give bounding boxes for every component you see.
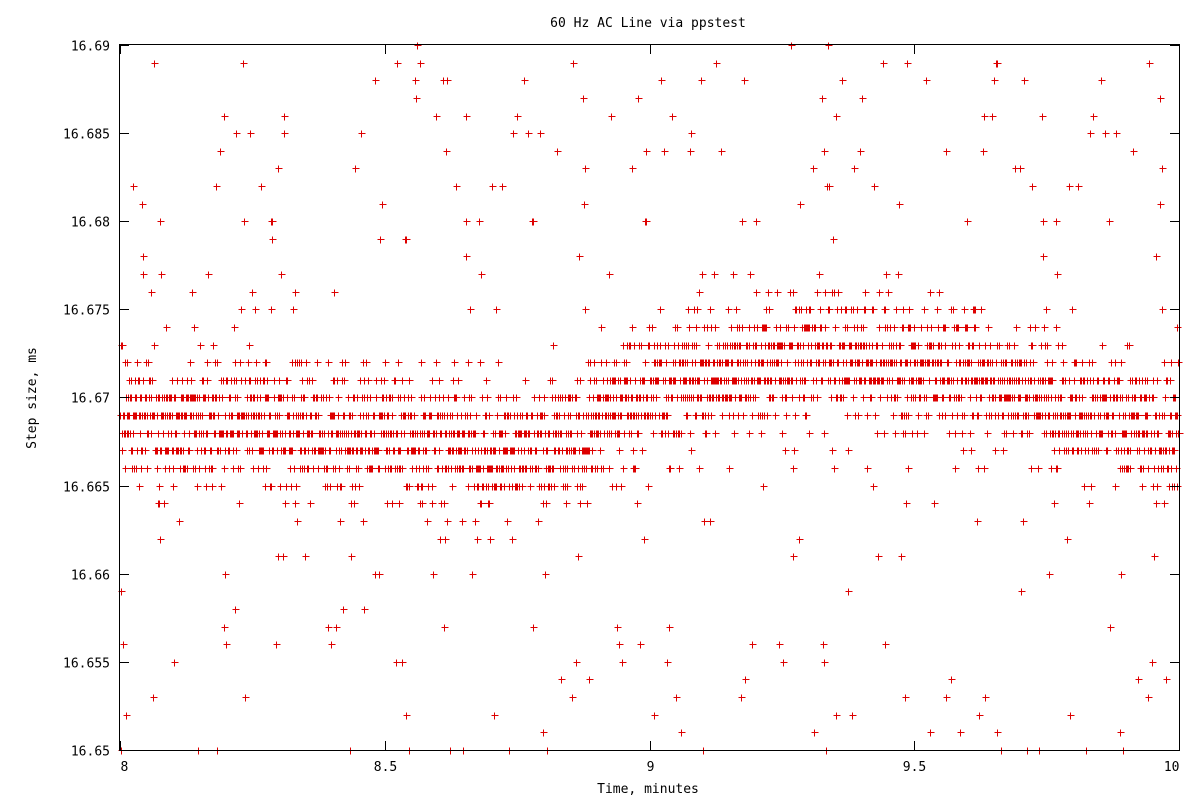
y-tick-label: 16.69 — [71, 40, 110, 55]
x-axis-label: Time, minutes — [597, 782, 699, 797]
plot-frame — [119, 44, 1180, 751]
x-tick-label: 8.5 — [374, 760, 397, 775]
y-tick-label: 16.67 — [71, 392, 110, 407]
y-tick-label: 16.65 — [71, 745, 110, 760]
x-tick-labels: 8 8.5 9 9.5 10 — [121, 760, 1180, 775]
data-points — [117, 42, 1184, 755]
y-tick-label: 16.685 — [63, 128, 110, 143]
x-tick-label: 10 — [1164, 760, 1180, 775]
axis-ticks — [120, 45, 1180, 751]
scatter-markers — [117, 42, 1184, 755]
y-tick-label: 16.68 — [71, 216, 110, 231]
y-tick-label: 16.665 — [63, 481, 110, 496]
y-tick-label: 16.675 — [63, 304, 110, 319]
y-tick-label: 16.66 — [71, 569, 110, 584]
x-tick-label: 9 — [647, 760, 655, 775]
x-tick-label: 9.5 — [903, 760, 926, 775]
y-axis-label: Step size, ms — [25, 347, 40, 449]
chart-title: 60 Hz AC Line via ppstest — [550, 16, 746, 31]
y-tick-label: 16.655 — [63, 657, 110, 672]
x-tick-label: 8 — [121, 760, 129, 775]
y-tick-labels: 16.65 16.655 16.66 16.665 16.67 16.675 16.68 16… — [63, 40, 110, 760]
